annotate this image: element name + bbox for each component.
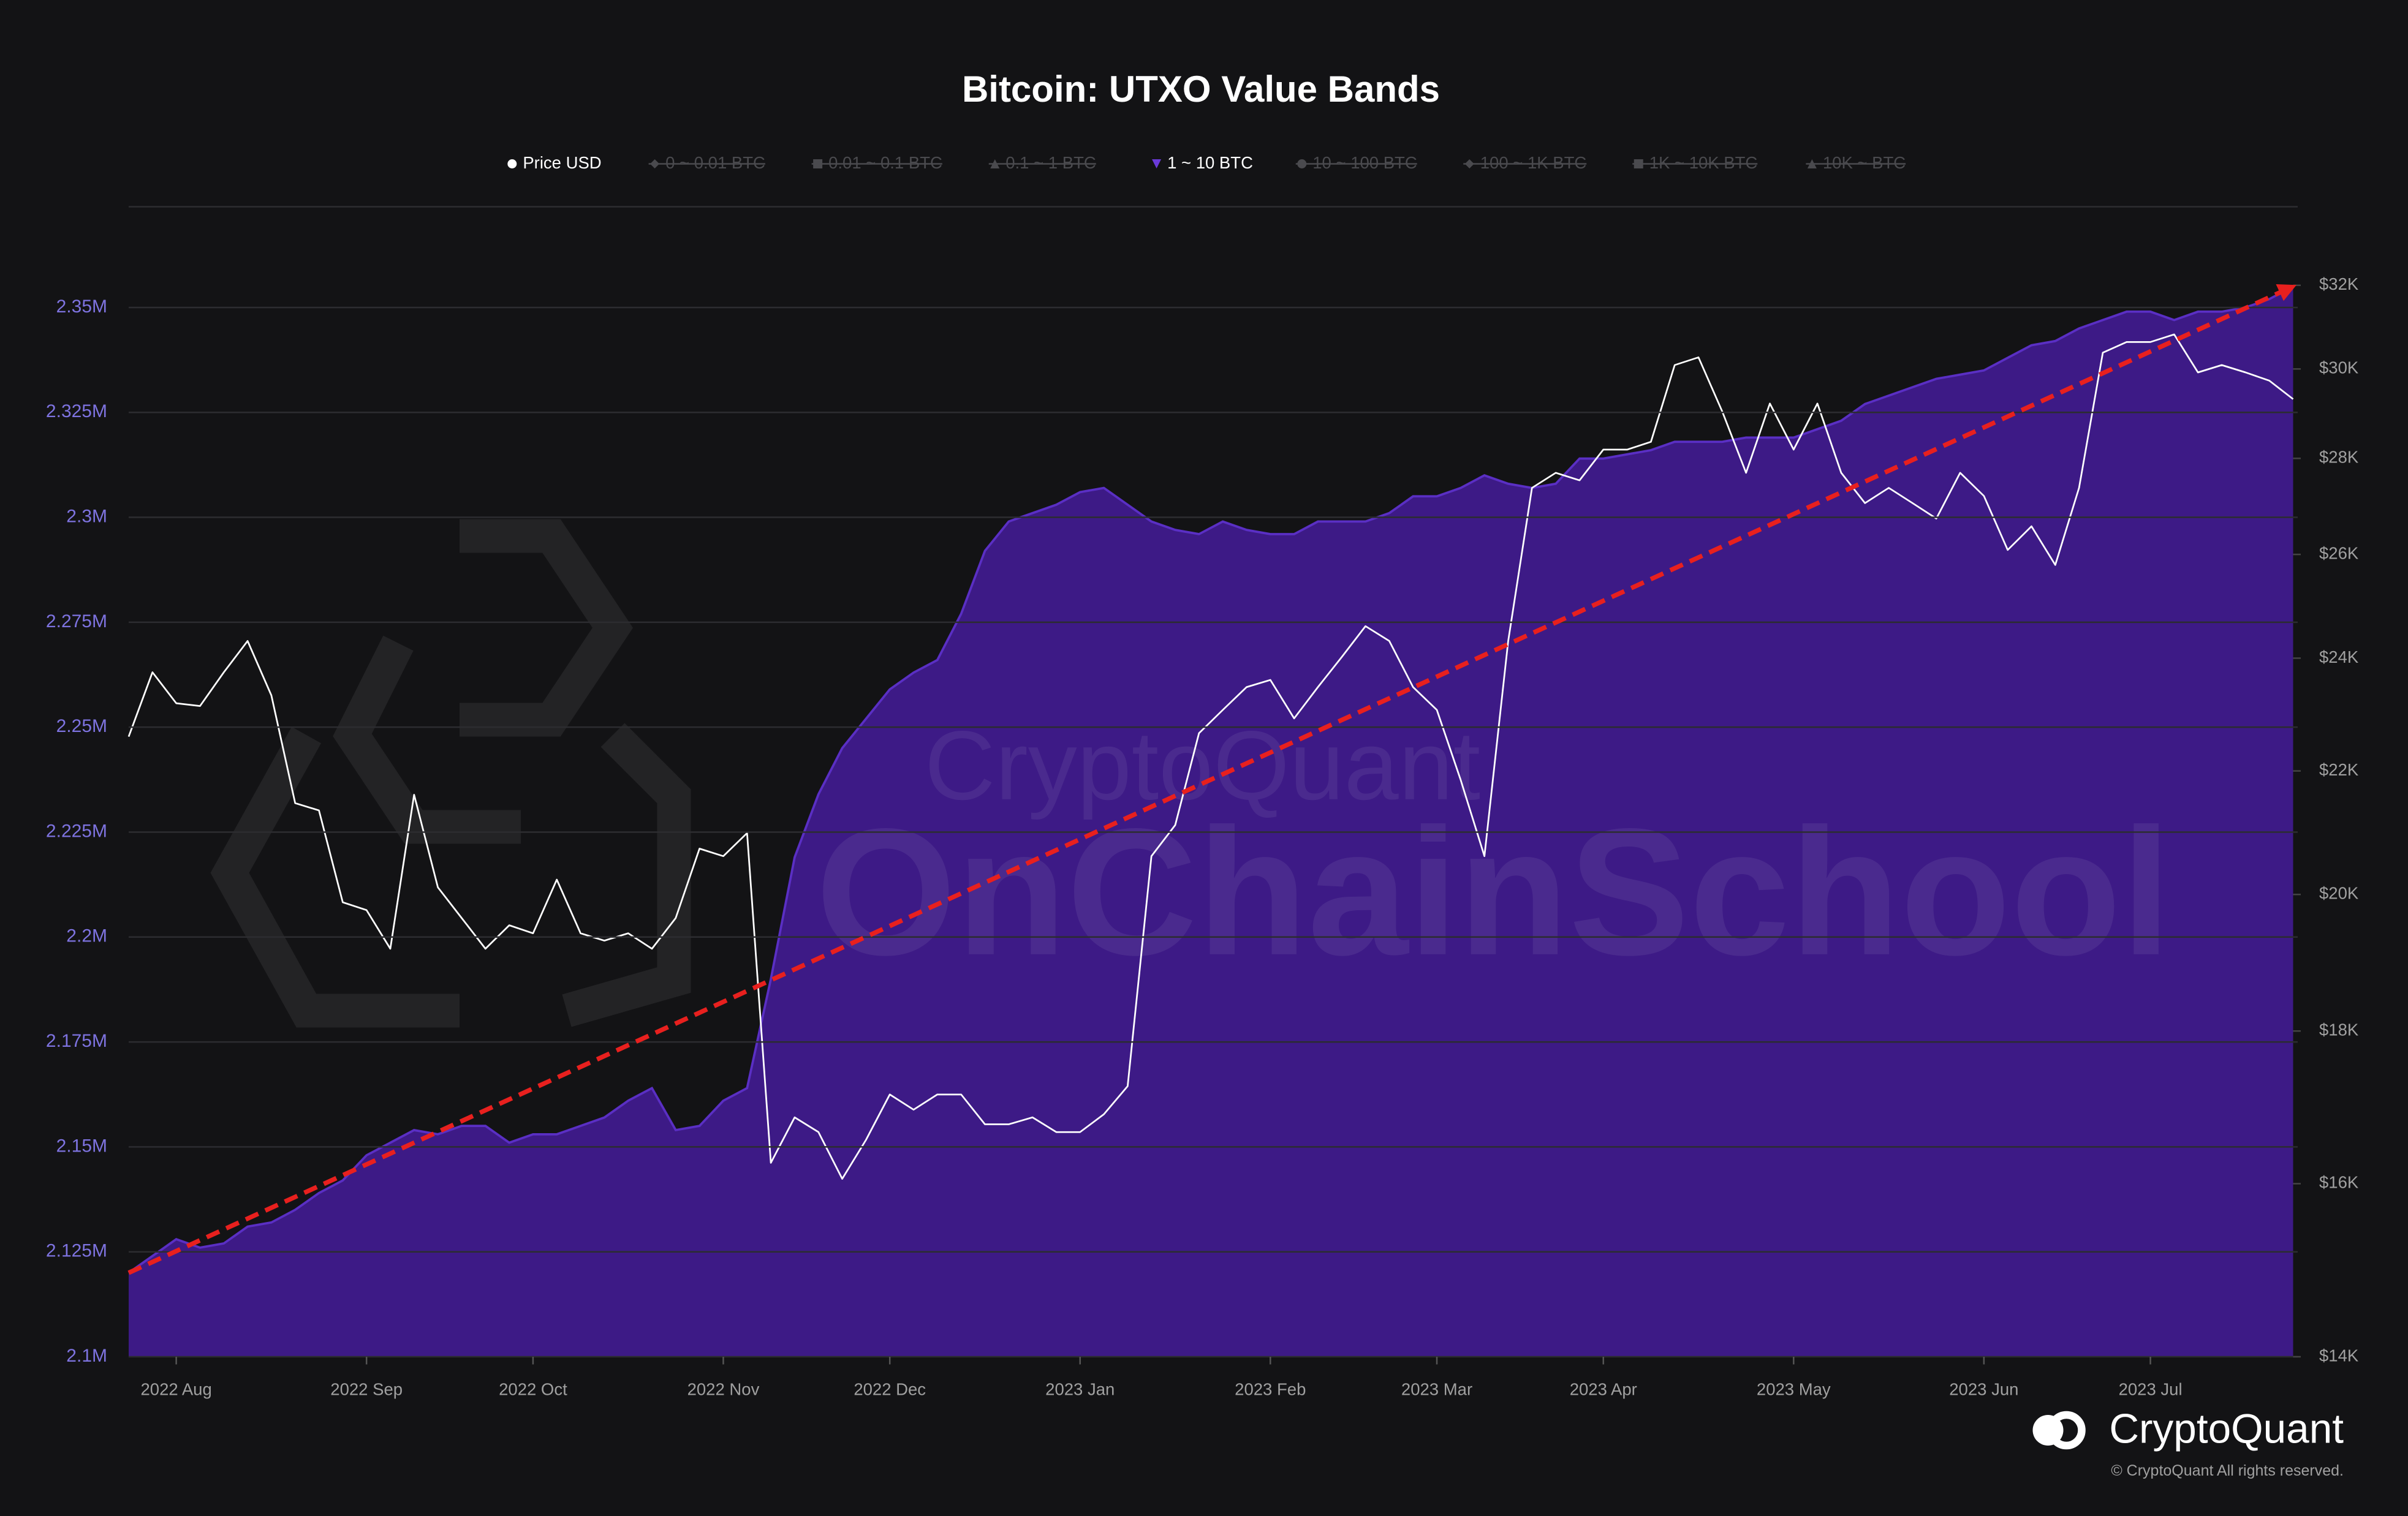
legend-label: 10K ~ BTC: [1823, 153, 1906, 172]
y2-tick-label: $28K: [2319, 448, 2359, 467]
plot-area: [127, 285, 2294, 1357]
y2-tick-label: $32K: [2319, 274, 2359, 293]
legend-label: Price USD: [523, 153, 601, 172]
brand-name: CryptoQuant: [2109, 1406, 2344, 1452]
legend-label: 0.01 ~ 0.1 BTC: [828, 153, 942, 172]
x-tick-label: 2023 Jan: [1045, 1379, 1115, 1398]
legend-label: 0 ~ 0.01 BTC: [665, 153, 765, 172]
x-tick-label: 2023 May: [1757, 1379, 1831, 1398]
x-tick-label: 2022 Nov: [687, 1379, 760, 1398]
y2-tick-label: $26K: [2319, 543, 2359, 562]
copyright: © CryptoQuant All rights reserved.: [2111, 1462, 2344, 1479]
x-tick-label: 2022 Oct: [499, 1379, 567, 1398]
legend-icon: [507, 159, 517, 168]
brand-logo: [2032, 1411, 2086, 1450]
y-tick-label: 2.1M: [66, 1346, 107, 1366]
x-tick-label: 2023 Apr: [1570, 1379, 1637, 1398]
watermark-hexagon: [333, 635, 521, 844]
legend-label: 1 ~ 10 BTC: [1167, 153, 1253, 172]
y-tick-label: 2.175M: [46, 1031, 107, 1051]
y-tick-label: 2.25M: [56, 716, 107, 736]
y-tick-label: 2.15M: [56, 1136, 107, 1156]
watermark-hexagon: [460, 519, 634, 737]
y2-tick-label: $30K: [2319, 358, 2359, 377]
watermark-hexagon: [562, 723, 691, 1027]
watermark-text: OnChainSchool: [816, 791, 2171, 993]
y-tick-label: 2.225M: [46, 821, 107, 841]
y-tick-label: 2.325M: [46, 401, 107, 421]
y-tick-label: 2.2M: [66, 926, 107, 946]
y2-tick-label: $22K: [2319, 760, 2359, 779]
legend-label: 1K ~ 10K BTC: [1649, 153, 1758, 172]
y2-tick-label: $24K: [2319, 647, 2359, 666]
watermark: [210, 519, 691, 1028]
price-line: [127, 333, 2294, 1180]
trend-line: [127, 284, 2296, 1275]
area-edge: [127, 285, 2294, 1274]
legend-label: 10 ~ 100 BTC: [1312, 153, 1417, 172]
x-tick-label: 2022 Aug: [141, 1379, 212, 1398]
watermark-text: CryptoQuant: [925, 711, 1480, 820]
x-tick-label: 2023 Mar: [1401, 1379, 1472, 1398]
x-tick-label: 2022 Sep: [330, 1379, 403, 1398]
brand-icon: [2047, 1411, 2086, 1450]
x-tick-label: 2022 Dec: [854, 1379, 926, 1398]
y2-tick-label: $16K: [2319, 1173, 2359, 1192]
legend-label: 100 ~ 1K BTC: [1480, 153, 1587, 172]
legend-icon: [1152, 159, 1162, 168]
x-tick-label: 2023 Feb: [1235, 1379, 1306, 1398]
y2-tick-label: $20K: [2319, 884, 2359, 903]
legend-label: 0.1 ~ 1 BTC: [1005, 153, 1096, 172]
x-tick-label: 2023 Jul: [2119, 1379, 2183, 1398]
y-tick-label: 2.125M: [46, 1241, 107, 1261]
y-tick-label: 2.35M: [56, 296, 107, 317]
area: [129, 286, 2293, 1357]
y2-tick-label: $14K: [2319, 1346, 2359, 1365]
chart-title: Bitcoin: UTXO Value Bands: [962, 69, 1440, 110]
y2-tick-label: $18K: [2319, 1020, 2359, 1039]
watermark-hexagon: [210, 726, 460, 1028]
y-tick-label: 2.3M: [66, 506, 107, 526]
y-tick-label: 2.275M: [46, 611, 107, 632]
x-tick-label: 2023 Jun: [1949, 1379, 2018, 1398]
